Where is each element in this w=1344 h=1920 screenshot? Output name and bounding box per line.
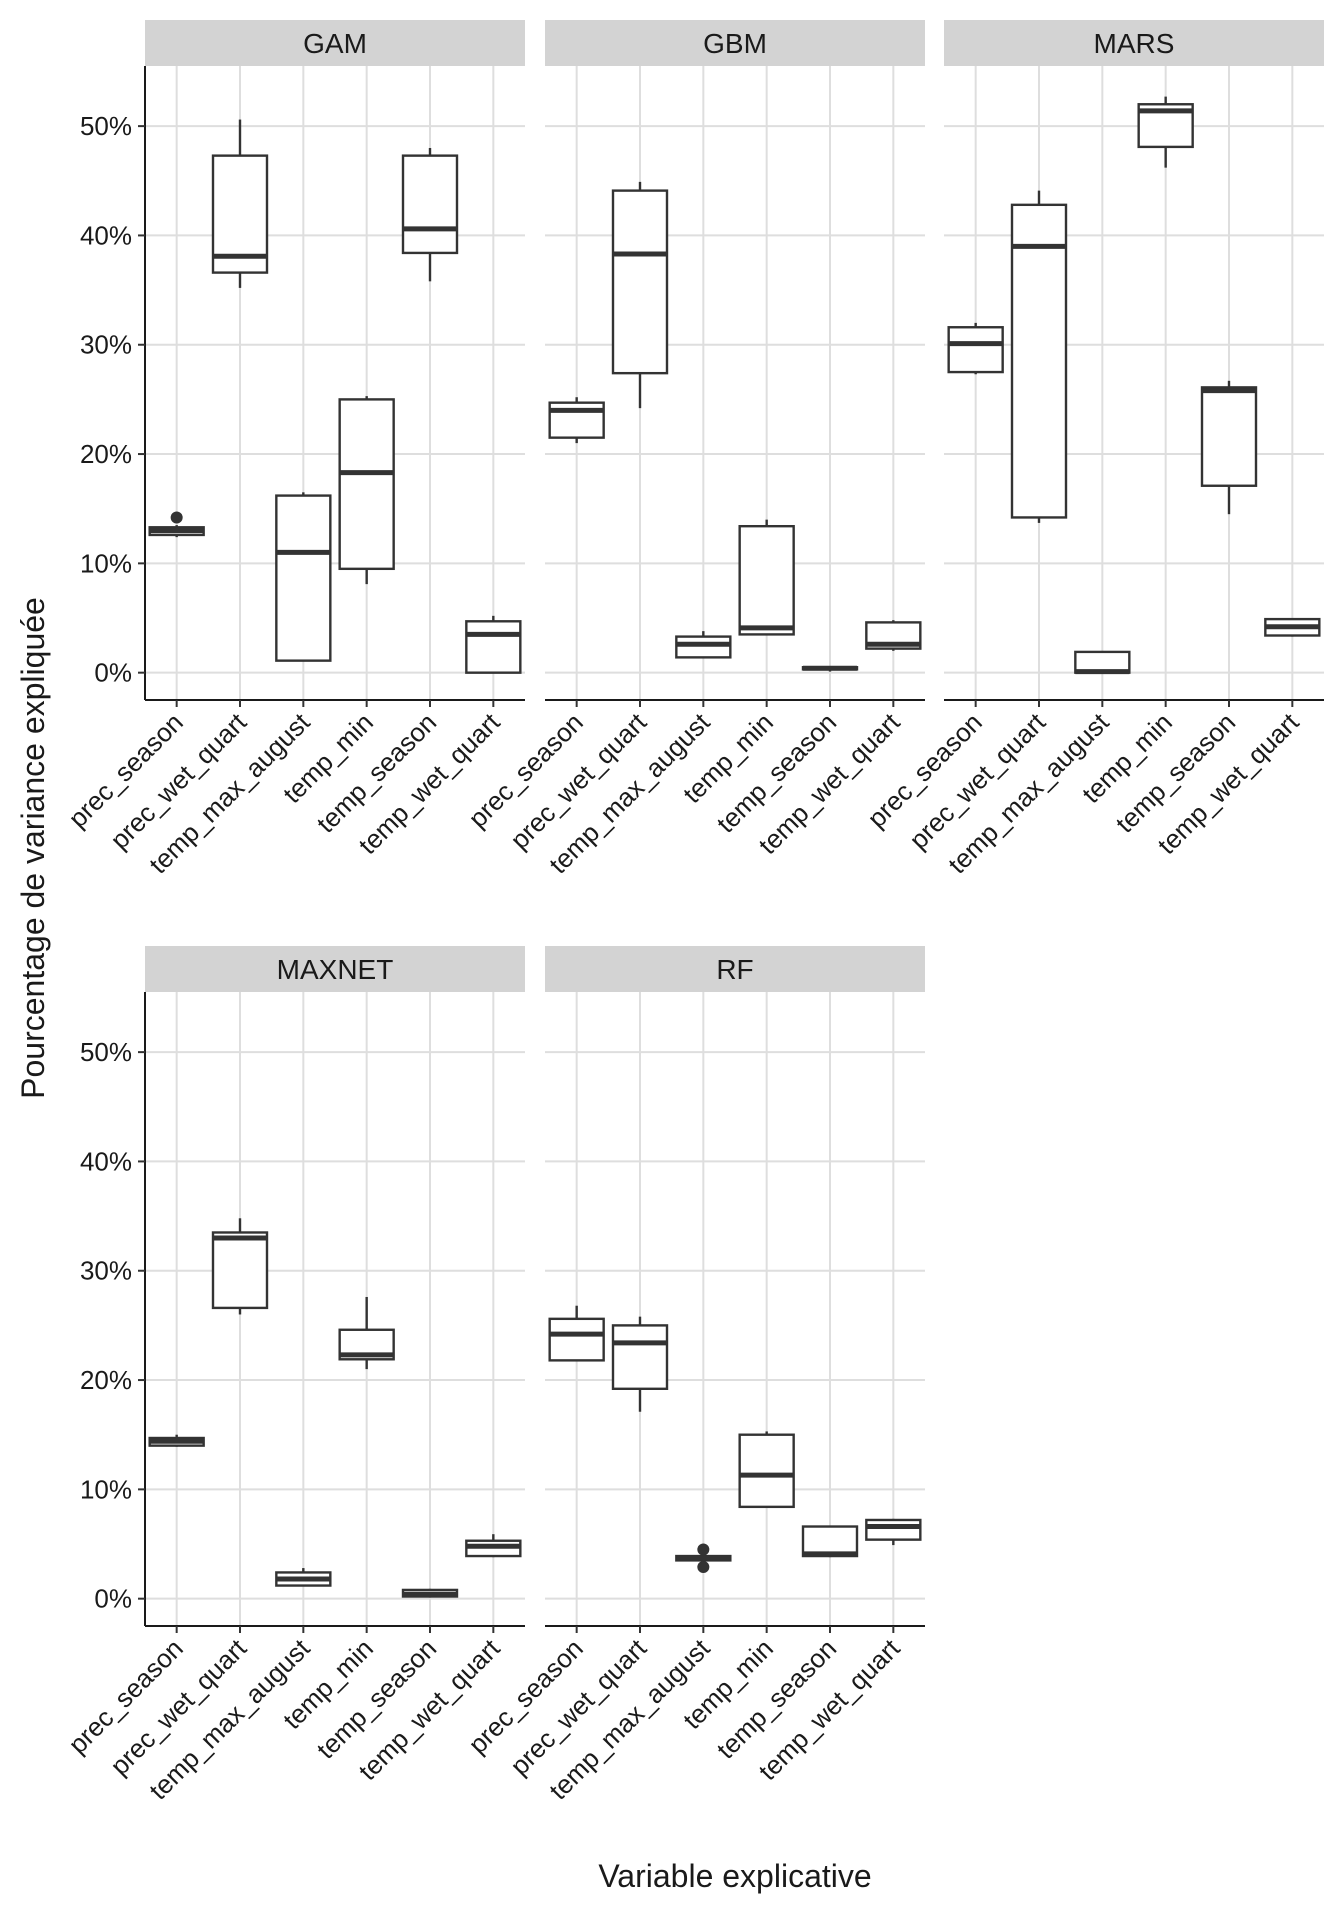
y-tick-label: 30% — [80, 1256, 132, 1286]
y-tick-label: 20% — [80, 1365, 132, 1395]
box-prec_wet_quart — [211, 1218, 269, 1315]
facet-strip — [545, 946, 925, 992]
x-axis-title: Variable explicative — [598, 1858, 871, 1894]
facet-strip — [145, 946, 525, 992]
y-tick-label: 30% — [80, 330, 132, 360]
y-tick-label: 40% — [80, 1146, 132, 1176]
box-temp_wet_quart — [865, 1518, 922, 1546]
box-prec_season — [947, 322, 1004, 375]
box-iqr — [947, 326, 1004, 374]
box-iqr — [738, 524, 795, 636]
box-iqr — [611, 189, 669, 375]
y-tick-label: 50% — [80, 111, 132, 141]
y-tick-label: 0% — [94, 1584, 132, 1614]
box-temp_max_august — [275, 1568, 332, 1587]
y-tick-label: 20% — [80, 439, 132, 469]
box-temp_max_august — [275, 492, 332, 662]
y-tick-label: 0% — [94, 658, 132, 688]
box-temp_season — [401, 1588, 459, 1598]
box-temp_max_august — [1074, 650, 1131, 675]
box-temp_wet_quart — [1264, 617, 1321, 637]
box-temp_max_august — [675, 1543, 732, 1573]
box-temp_min — [738, 1431, 795, 1509]
outlier-point — [170, 511, 183, 524]
facet-strip-label: RF — [716, 954, 753, 985]
box-prec_season — [548, 1305, 605, 1362]
box-temp_season — [401, 147, 459, 282]
y-axis-title: Pourcentage de variance expliquée — [15, 597, 51, 1099]
facet-strip-label: GAM — [303, 28, 367, 59]
box-iqr — [275, 494, 332, 662]
y-tick-label: 40% — [80, 220, 132, 250]
panel-maxnet: MAXNET0%10%20%30%40%50%prec_seasonprec_w… — [62, 946, 525, 1805]
box-iqr — [338, 398, 395, 571]
facet-panels: GAM0%10%20%30%40%50%prec_seasonprec_wet_… — [62, 20, 1324, 1805]
box-temp_wet_quart — [465, 615, 522, 674]
facet-strip-label: MARS — [1094, 28, 1175, 59]
facet-strip — [944, 20, 1324, 66]
box-iqr — [611, 1324, 669, 1390]
box-iqr — [401, 154, 459, 255]
panel-gbm: GBMprec_seasonprec_wet_quarttemp_max_aug… — [462, 20, 925, 879]
box-iqr — [1010, 203, 1068, 519]
box-temp_season — [1200, 380, 1258, 515]
facet-strip-label: MAXNET — [277, 954, 394, 985]
box-temp_min — [338, 1296, 395, 1370]
y-tick-label: 10% — [80, 548, 132, 578]
box-temp_max_august — [675, 631, 732, 659]
box-iqr — [1200, 386, 1258, 487]
y-tick-label: 50% — [80, 1037, 132, 1067]
box-prec_season — [148, 1434, 205, 1447]
box-iqr — [865, 1518, 922, 1541]
box-temp_season — [801, 665, 859, 672]
facet-strip — [545, 20, 925, 66]
box-iqr — [465, 620, 522, 674]
box-iqr — [738, 1433, 795, 1509]
box-prec_season — [148, 511, 205, 538]
box-iqr — [211, 154, 269, 274]
box-temp_min — [1137, 96, 1194, 168]
box-temp_min — [738, 519, 795, 636]
box-temp_min — [338, 396, 395, 585]
box-prec_wet_quart — [611, 1316, 669, 1412]
panel-gam: GAM0%10%20%30%40%50%prec_seasonprec_wet_… — [62, 20, 525, 879]
box-prec_wet_quart — [611, 181, 669, 409]
box-temp_season — [801, 1525, 859, 1558]
panel-rf: RFprec_seasonprec_wet_quarttemp_max_augu… — [462, 946, 925, 1805]
facet-strip-label: GBM — [703, 28, 767, 59]
panel-mars: MARSprec_seasonprec_wet_quarttemp_max_au… — [861, 20, 1324, 879]
facet-strip — [145, 20, 525, 66]
box-temp_wet_quart — [465, 1534, 522, 1558]
outlier-point — [697, 1560, 710, 1573]
box-prec_season — [548, 397, 605, 444]
box-iqr — [675, 635, 732, 659]
box-iqr — [548, 1317, 605, 1362]
outlier-point — [697, 1543, 710, 1556]
box-temp_wet_quart — [865, 620, 922, 651]
box-iqr — [801, 1525, 859, 1558]
box-iqr — [211, 1231, 269, 1310]
box-prec_wet_quart — [1010, 190, 1068, 523]
y-tick-label: 10% — [80, 1474, 132, 1504]
box-prec_wet_quart — [211, 119, 269, 288]
